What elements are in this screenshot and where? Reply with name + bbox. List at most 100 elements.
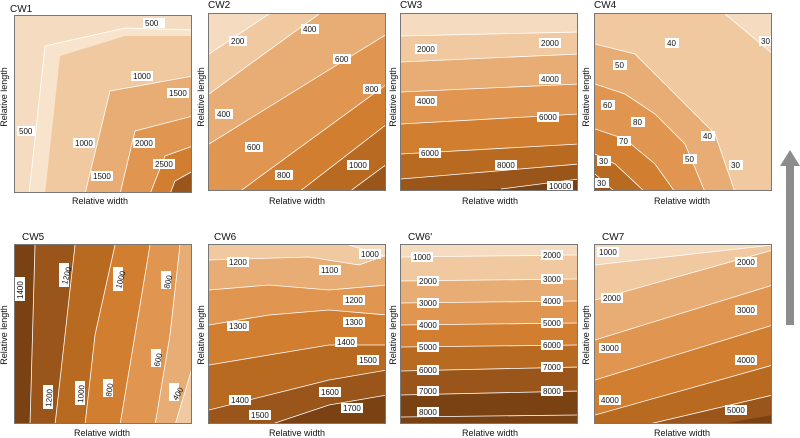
contour-label: 600 [335, 55, 349, 64]
contour-label: 40 [667, 39, 676, 48]
contour-label: 30 [599, 157, 608, 166]
contour-label: 80 [633, 118, 642, 127]
contour-label: 8000 [497, 161, 515, 170]
contour-label: 4000 [419, 321, 437, 330]
contour-label: 4000 [417, 97, 435, 106]
contour-label: 3000 [543, 275, 561, 284]
contour-label: 1500 [251, 411, 269, 420]
contour-label: 1100 [321, 266, 339, 275]
contour-label: 60 [603, 101, 612, 110]
contour-label: 800 [277, 171, 291, 180]
contour-label: 500 [145, 19, 159, 28]
contour-label: 5000 [727, 406, 745, 415]
x-axis-label: Relative width [653, 196, 711, 206]
contour-label: 600 [152, 352, 164, 368]
arrow-shape [780, 150, 800, 325]
y-axis-label: Relative length [196, 305, 206, 365]
contour-plot-cw6-prime: 1000 2000 3000 4000 5000 6000 7000 8000 … [400, 244, 578, 424]
contour-label: 3000 [419, 299, 437, 308]
contour-label: 1300 [345, 318, 363, 327]
contour-label: 1400 [337, 338, 355, 347]
y-axis-label: Relative length [388, 305, 398, 365]
panel-title: CW7 [602, 232, 625, 243]
panel-title: CW1 [10, 4, 33, 15]
y-axis-label: Relative length [388, 67, 398, 127]
x-axis-label: Relative width [268, 428, 326, 438]
contour-label: 3000 [601, 344, 619, 353]
contour-label: 1500 [359, 356, 377, 365]
contour-label: 1200 [345, 296, 363, 305]
contour-label: 4000 [601, 396, 619, 405]
contour-label: 50 [685, 155, 694, 164]
x-axis-label: Relative width [73, 428, 131, 438]
contour-label: 1500 [93, 172, 111, 181]
contour-label: 1000 [133, 72, 151, 81]
contour-label: 1400 [231, 396, 249, 405]
contour-label: 1000 [361, 250, 379, 259]
contour-plot-cw5: 1400 1200 1000 800 600 400 1200 1000 800 [14, 244, 192, 424]
contour-plot-cw1: 500 1000 1500 500 1000 2000 1500 2500 [14, 15, 192, 193]
contour-plot-cw7: 1000 2000 2000 3000 3000 4000 4000 5000 [594, 244, 772, 424]
y-axis-label: Relative length [581, 67, 591, 127]
contour-label: 800 [162, 274, 174, 290]
y-axis-label: Relative length [0, 67, 9, 127]
contour-label: 1000 [413, 253, 431, 262]
y-axis-label: Relative length [196, 67, 206, 127]
contour-label: 400 [217, 110, 231, 119]
panel-title: CW2 [208, 0, 231, 11]
x-axis-label: Relative width [461, 428, 519, 438]
contour-label: 5000 [419, 343, 437, 352]
contour-label: 1200 [229, 258, 247, 267]
contour-label: 800 [104, 382, 115, 397]
panel-title: CW5 [22, 232, 45, 243]
contour-label: 4000 [543, 297, 561, 306]
contour-label: 6000 [543, 341, 561, 350]
contour-label: 2000 [419, 277, 437, 286]
panel-title: CW3 [400, 0, 423, 11]
contour-label: 7000 [543, 363, 561, 372]
contour-label: 30 [761, 37, 770, 46]
panel-title: CW6' [408, 232, 433, 243]
contour-label: 4000 [737, 356, 755, 365]
contour-label: 4000 [541, 75, 559, 84]
contour-label: 70 [619, 137, 628, 146]
contour-label: 10000 [549, 182, 572, 191]
contour-plot-cw2: 200 400 600 800 400 600 800 1000 [208, 13, 386, 191]
contour-label: 1200 [44, 388, 55, 407]
contour-label: 1000 [76, 384, 87, 403]
contour-label: 2000 [541, 39, 559, 48]
contour-label: 1000 [75, 139, 93, 148]
contour-label: 2000 [135, 139, 153, 148]
contour-label: 800 [365, 85, 379, 94]
up-arrow-icon [780, 150, 800, 325]
y-axis-label: Relative length [581, 305, 591, 365]
contour-label: 200 [231, 37, 245, 46]
contour-label: 2000 [737, 258, 755, 267]
panel-title: CW4 [594, 0, 617, 11]
contour-label: 40 [703, 132, 712, 141]
contour-label: 8000 [543, 387, 561, 396]
y-axis-label: Relative length [0, 305, 9, 365]
contour-label: 1300 [229, 322, 247, 331]
contour-label: 2500 [155, 160, 173, 169]
contour-label: 1500 [169, 89, 187, 98]
contour-label: 6000 [539, 113, 557, 122]
x-axis-label: Relative width [71, 196, 129, 206]
contour-label: 2000 [603, 294, 621, 303]
contour-label: 400 [303, 25, 317, 34]
contour-label: 500 [19, 127, 33, 136]
contour-label: 50 [615, 61, 624, 70]
contour-label: 1700 [343, 404, 361, 413]
contour-label: 2000 [543, 251, 561, 260]
contour-label: 30 [731, 161, 740, 170]
contour-label: 1000 [599, 248, 617, 257]
contour-label: 1400 [16, 281, 25, 299]
contour-label: 5000 [543, 319, 561, 328]
contour-plot-cw6: 1200 1100 1000 1200 1300 1300 1400 1500 … [208, 244, 386, 424]
contour-label: 2000 [417, 45, 435, 54]
contour-label: 30 [597, 179, 606, 188]
contour-label: 1600 [321, 388, 339, 397]
contour-label: 1000 [349, 161, 367, 170]
contour-plot-cw4: 30 40 50 60 70 80 30 40 50 30 30 [594, 13, 772, 191]
contour-label: 3000 [737, 306, 755, 315]
